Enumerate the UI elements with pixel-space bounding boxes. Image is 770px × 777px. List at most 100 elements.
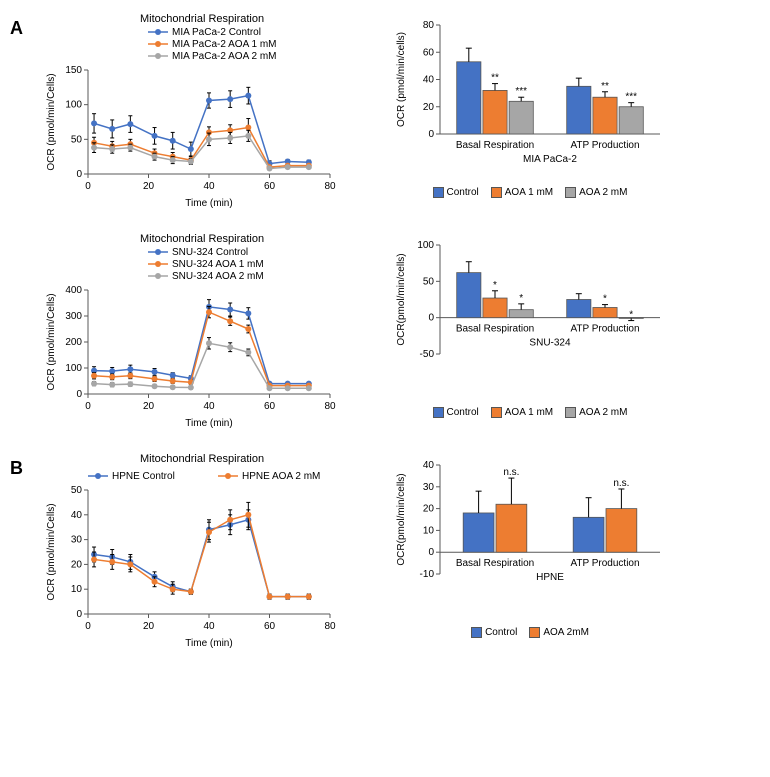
svg-text:ATP Production: ATP Production: [570, 558, 639, 569]
line-chart-3: Mitochondrial Respiration HPNE Control HPN…: [40, 450, 340, 655]
svg-text:50: 50: [71, 134, 83, 145]
svg-text:HPNE: HPNE: [536, 572, 564, 583]
legend-label: AOA 1 mM: [505, 407, 553, 418]
svg-text:SNU-324 AOA 1 mM: SNU-324 AOA 1 mM: [172, 259, 264, 270]
svg-text:*: *: [629, 310, 633, 321]
bar-chart-2: -50050100OCR(pmol/min/cells)**Basal Resp…: [390, 230, 670, 418]
legend-label: AOA 2mM: [543, 627, 589, 638]
legend-item: AOA 2mM: [529, 627, 589, 638]
svg-text:40: 40: [71, 510, 83, 521]
svg-text:60: 60: [264, 181, 276, 192]
svg-text:***: ***: [515, 86, 527, 97]
svg-text:n.s.: n.s.: [503, 467, 519, 478]
panel-a-row2: Mitochondrial Respiration SNU-324 Control…: [10, 230, 760, 435]
svg-text:60: 60: [423, 47, 435, 58]
svg-text:OCR (pmol/min/Cells): OCR (pmol/min/Cells): [46, 503, 57, 600]
svg-text:Time (min): Time (min): [185, 418, 232, 429]
legend-item: Control: [471, 627, 517, 638]
svg-text:40: 40: [203, 621, 215, 632]
svg-text:-10: -10: [420, 569, 435, 580]
svg-text:*: *: [493, 280, 497, 291]
svg-text:0: 0: [85, 181, 91, 192]
bar-legend: Control AOA 2mM: [390, 627, 670, 638]
svg-text:100: 100: [65, 363, 82, 374]
svg-text:150: 150: [65, 65, 82, 76]
line-chart-1: Mitochondrial Respiration MIA PaCa-2 Cont…: [40, 10, 340, 215]
svg-text:OCR(pmol/min/cells): OCR(pmol/min/cells): [396, 473, 407, 565]
svg-text:***: ***: [625, 92, 637, 103]
svg-text:20: 20: [143, 401, 155, 412]
svg-text:20: 20: [143, 621, 155, 632]
bar-legend: Control AOA 1 mM AOA 2 mM: [390, 407, 670, 418]
legend-item: Control: [433, 187, 479, 198]
svg-text:MIA PaCa-2 Control: MIA PaCa-2 Control: [172, 27, 261, 38]
svg-text:30: 30: [71, 535, 83, 546]
svg-text:100: 100: [417, 240, 434, 251]
svg-text:30: 30: [423, 482, 435, 493]
svg-text:0: 0: [428, 547, 434, 558]
svg-text:**: **: [491, 73, 499, 84]
legend-item: AOA 1 mM: [491, 407, 553, 418]
svg-text:0: 0: [428, 129, 434, 140]
svg-text:Mitochondrial Respiration: Mitochondrial Respiration: [140, 453, 264, 465]
svg-text:100: 100: [65, 100, 82, 111]
svg-text:400: 400: [65, 285, 82, 296]
svg-text:SNU-324: SNU-324: [529, 338, 571, 349]
svg-text:OCR (pmol/min/cells): OCR (pmol/min/cells): [396, 32, 407, 127]
svg-text:MIA PaCa-2 AOA 1 mM: MIA PaCa-2 AOA 1 mM: [172, 39, 276, 50]
line-chart-2: Mitochondrial Respiration SNU-324 Control…: [40, 230, 340, 435]
svg-text:-50: -50: [420, 349, 435, 360]
bar-legend: Control AOA 1 mM AOA 2 mM: [390, 187, 670, 198]
svg-text:SNU-324 AOA 2 mM: SNU-324 AOA 2 mM: [172, 271, 264, 282]
svg-text:MIA PaCa-2 AOA 2 mM: MIA PaCa-2 AOA 2 mM: [172, 51, 276, 62]
panel-b-row: B Mitochondrial Respiration HPNE Control H…: [10, 450, 760, 655]
legend-label: AOA 2 mM: [579, 407, 627, 418]
svg-text:40: 40: [203, 401, 215, 412]
svg-text:Mitochondrial Respiration: Mitochondrial Respiration: [140, 233, 264, 245]
legend-label: AOA 1 mM: [505, 187, 553, 198]
legend-label: Control: [447, 407, 479, 418]
svg-text:80: 80: [423, 20, 435, 31]
svg-text:20: 20: [423, 102, 435, 113]
legend-item: Control: [433, 407, 479, 418]
svg-text:80: 80: [324, 621, 336, 632]
svg-text:0: 0: [85, 621, 91, 632]
svg-text:HPNE AOA 2 mM: HPNE AOA 2 mM: [242, 471, 320, 482]
svg-text:Mitochondrial Respiration: Mitochondrial Respiration: [140, 13, 264, 25]
svg-text:0: 0: [428, 313, 434, 324]
legend-label: AOA 2 mM: [579, 187, 627, 198]
svg-text:50: 50: [71, 485, 83, 496]
svg-text:Basal Respiration: Basal Respiration: [456, 558, 534, 569]
svg-text:40: 40: [423, 460, 435, 471]
svg-text:40: 40: [203, 181, 215, 192]
svg-text:40: 40: [423, 75, 435, 86]
svg-text:OCR(pmol/min/cells): OCR(pmol/min/cells): [396, 253, 407, 345]
svg-text:10: 10: [71, 584, 83, 595]
legend-item: AOA 2 mM: [565, 187, 627, 198]
svg-text:Basal Respiration: Basal Respiration: [456, 140, 534, 151]
bar-chart-3: -10010203040OCR(pmol/min/cells)n.s.Basal…: [390, 450, 670, 638]
bar-chart-1: 020406080OCR (pmol/min/cells)*****Basal …: [390, 10, 670, 198]
svg-text:ATP Production: ATP Production: [570, 140, 639, 151]
svg-text:n.s.: n.s.: [613, 478, 629, 489]
figure-container: A Mitochondrial Respiration MIA PaCa-2 Co…: [10, 10, 760, 655]
svg-text:ATP Production: ATP Production: [570, 324, 639, 335]
panel-b-label: B: [10, 450, 40, 479]
svg-text:*: *: [519, 293, 523, 304]
legend-item: AOA 2 mM: [565, 407, 627, 418]
svg-text:0: 0: [85, 401, 91, 412]
svg-text:SNU-324 Control: SNU-324 Control: [172, 247, 248, 258]
svg-text:50: 50: [423, 276, 435, 287]
svg-text:10: 10: [423, 525, 435, 536]
svg-text:HPNE Control: HPNE Control: [112, 471, 175, 482]
panel-a-label: A: [10, 10, 40, 39]
legend-item: AOA 1 mM: [491, 187, 553, 198]
svg-text:Time (min): Time (min): [185, 638, 232, 649]
svg-text:80: 80: [324, 401, 336, 412]
svg-text:MIA PaCa-2: MIA PaCa-2: [523, 154, 577, 165]
svg-text:0: 0: [76, 389, 82, 400]
legend-label: Control: [485, 627, 517, 638]
svg-text:0: 0: [76, 169, 82, 180]
svg-text:*: *: [603, 294, 607, 305]
svg-text:300: 300: [65, 311, 82, 322]
